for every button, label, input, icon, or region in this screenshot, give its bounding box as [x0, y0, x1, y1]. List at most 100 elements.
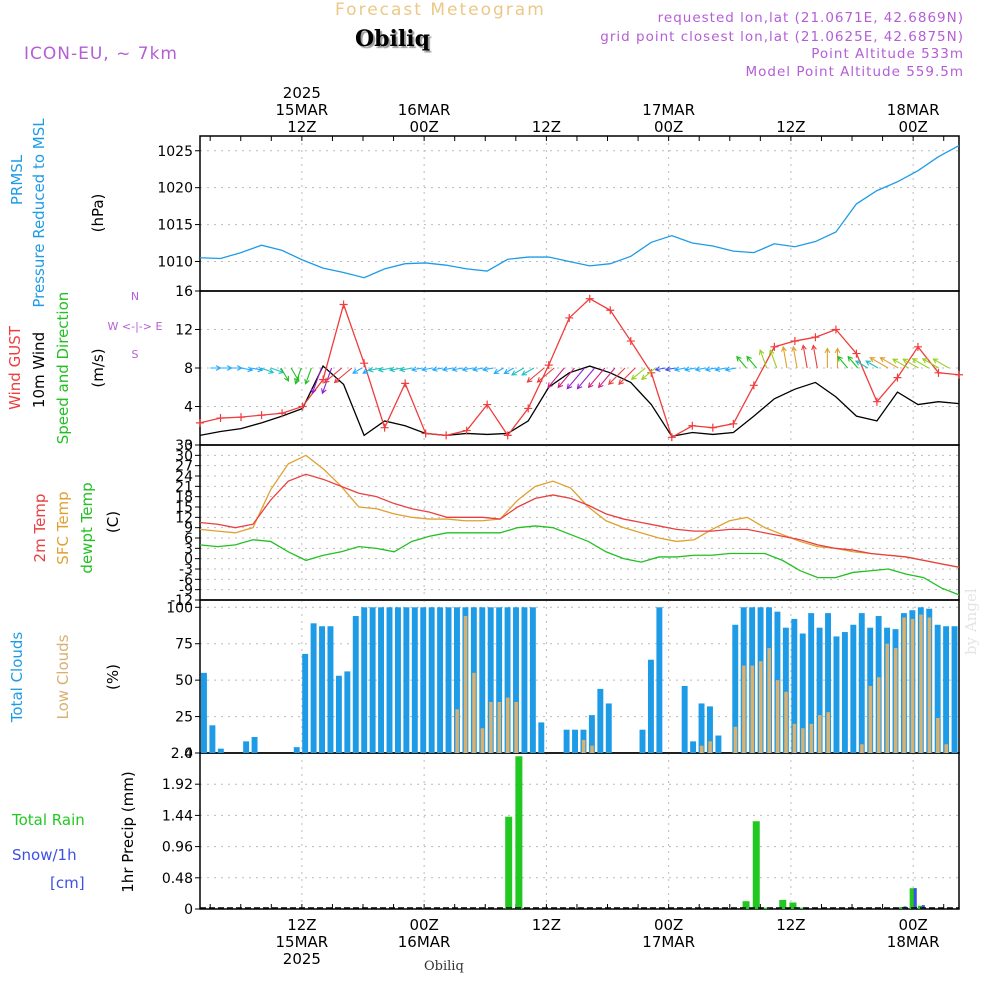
- wind-direction-arrow: [547, 367, 565, 389]
- precip-unit: 1hr Precip (mm): [119, 771, 137, 892]
- temp-2m-line: [199, 473, 960, 568]
- wind-direction-arrow: [640, 367, 656, 381]
- wind-direction-arrow: [333, 367, 353, 384]
- total-cloud-bar: [403, 607, 410, 753]
- low-cloud-bar: [936, 718, 940, 753]
- wind-direction-arrow: [854, 360, 869, 369]
- wind-direction-arrow: [576, 367, 596, 390]
- total-cloud-bar: [639, 729, 646, 753]
- wind-direction-arrow: [481, 366, 494, 372]
- gust-marker: [893, 373, 902, 382]
- wind-direction-arrow: [510, 367, 525, 376]
- temp-2m-label: 2m Temp: [31, 494, 49, 563]
- wind-gust-line: [199, 297, 960, 439]
- bottom-time-label: 00Z: [654, 916, 683, 934]
- wind-direction-arrow: [367, 366, 383, 373]
- y-tick-label: 0: [184, 746, 193, 762]
- total-cloud-bar: [529, 607, 536, 753]
- top-time-label: 12Z: [776, 118, 805, 136]
- total-cloud-bar: [243, 741, 250, 753]
- gust-marker: [688, 421, 697, 430]
- dewpoint-line: [199, 525, 960, 596]
- gust-marker: [278, 409, 287, 418]
- dewpoint-label: dewpt Temp: [78, 482, 96, 573]
- wind-direction-arrow: [811, 344, 818, 369]
- wind-direction-arrow: [421, 366, 433, 372]
- gust-marker: [421, 429, 430, 438]
- y-tick-label: 1.92: [162, 777, 193, 793]
- wind-direction-arrow: [461, 366, 474, 372]
- total-cloud-bar: [310, 623, 317, 753]
- gust-marker: [667, 433, 676, 442]
- low-cloud-bar: [826, 712, 830, 753]
- y-tick-label: 25: [175, 710, 193, 726]
- wind-direction-arrow: [911, 358, 929, 369]
- low-cloud-bar: [784, 691, 788, 753]
- top-time-label: 00Z: [898, 118, 927, 136]
- total-cloud-bar: [361, 607, 368, 753]
- y-tick-label: 12: [175, 510, 193, 526]
- wind-label: 10m Wind: [30, 332, 48, 408]
- y-tick-label: 24: [175, 469, 193, 485]
- rain-bar: [515, 756, 523, 909]
- wind-direction-arrow: [607, 367, 626, 386]
- total-cloud-bar: [378, 607, 385, 753]
- total-cloud-bar: [496, 607, 503, 753]
- gust-marker: [339, 300, 348, 309]
- y-tick-label: 1015: [157, 218, 193, 234]
- gust-marker: [544, 361, 553, 370]
- low-cloud-bar: [775, 680, 780, 753]
- gust-marker: [216, 414, 225, 423]
- wind-direction-arrow: [304, 367, 312, 385]
- y-tick-label: 12: [175, 323, 193, 339]
- low-clouds-label: Low Clouds: [54, 634, 72, 719]
- total-cloud-bar: [479, 607, 486, 753]
- wind-direction-arrow: [388, 366, 403, 373]
- total-cloud-bar: [319, 626, 325, 753]
- total-cloud-bar: [808, 613, 815, 753]
- wind-direction-arrow: [526, 367, 545, 383]
- gust-marker: [360, 359, 369, 368]
- total-cloud-bar: [732, 624, 739, 753]
- low-cloud-bar: [868, 685, 873, 753]
- gust-marker: [257, 411, 266, 420]
- wind-direction-arrow: [352, 367, 363, 374]
- bottom-station-label: Obiliq: [424, 959, 464, 974]
- low-cloud-bar: [455, 709, 459, 753]
- wind-direction-arrow: [536, 367, 555, 383]
- y-tick-label: 75: [175, 637, 193, 653]
- low-cloud-bar: [590, 745, 594, 753]
- top-time-label: 12Z: [287, 118, 316, 136]
- wind-direction-arrow: [714, 366, 727, 373]
- total-cloud-bar: [521, 607, 528, 753]
- snow-label: Snow/1h: [12, 846, 77, 864]
- low-cloud-bar: [489, 702, 493, 753]
- y-tick-label: 30: [175, 448, 193, 464]
- gust-marker: [237, 413, 246, 422]
- wind-direction-arrow: [240, 366, 254, 373]
- wind-direction-arrow: [768, 349, 778, 369]
- wind-direction-arrow: [587, 367, 606, 389]
- low-cloud-bar: [514, 702, 518, 753]
- low-cloud-bar: [472, 672, 476, 753]
- wind-direction-arrow: [566, 367, 585, 390]
- wind-direction-arrow: [250, 366, 264, 373]
- wind-direction-arrow: [736, 355, 747, 369]
- low-cloud-bar: [750, 665, 755, 753]
- total-cloud-bar: [597, 688, 604, 753]
- pressure-label: PRMSL: [8, 154, 26, 205]
- station-name: Obiliq: [355, 26, 431, 52]
- wind-direction-arrow: [694, 366, 707, 372]
- wind-direction-arrow: [879, 357, 899, 369]
- total-cloud-bar: [302, 653, 309, 753]
- low-cloud-bar: [910, 618, 915, 753]
- panel-frame: [199, 135, 960, 292]
- model-altitude: Model Point Altitude 559.5m: [745, 64, 964, 80]
- y-tick-label: 6: [184, 531, 193, 547]
- wind-direction-arrow: [921, 358, 939, 369]
- total-cloud-bar: [454, 607, 460, 753]
- total-cloud-bar: [951, 626, 958, 753]
- top-time-label: 00Z: [654, 118, 683, 136]
- rain-bar: [742, 901, 750, 909]
- total-cloud-bar: [647, 659, 654, 753]
